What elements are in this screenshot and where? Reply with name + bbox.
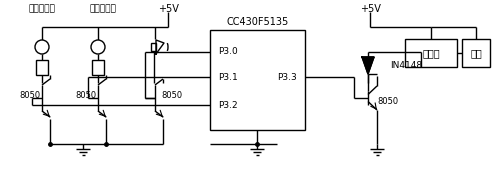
Polygon shape [362, 57, 374, 74]
Bar [36, 60, 48, 75]
Text: P3.3: P3.3 [277, 72, 297, 82]
Text: 房门: 房门 [470, 48, 482, 58]
Text: CC430F5135: CC430F5135 [226, 17, 288, 27]
Text: IN4148: IN4148 [390, 62, 422, 70]
Bar [210, 30, 305, 130]
Circle shape [35, 40, 49, 54]
Circle shape [91, 40, 105, 54]
Text: P3.1: P3.1 [218, 72, 238, 82]
Text: 8050: 8050 [162, 92, 183, 100]
Bar [92, 60, 104, 75]
Text: 继电器: 继电器 [422, 48, 440, 58]
Text: 8050: 8050 [19, 90, 41, 100]
Text: 8050: 8050 [377, 96, 399, 106]
Text: +5V: +5V [158, 4, 178, 14]
Bar [462, 39, 490, 67]
Text: 8050: 8050 [76, 90, 96, 100]
Text: +5V: +5V [360, 4, 380, 14]
Bar [151, 43, 156, 51]
Text: 红色指示灯: 红色指示灯 [29, 5, 55, 13]
Bar [405, 39, 457, 67]
Text: P3.0: P3.0 [218, 48, 238, 56]
Text: P3.2: P3.2 [218, 100, 238, 110]
Text: 绿色指示灯: 绿色指示灯 [89, 5, 117, 13]
